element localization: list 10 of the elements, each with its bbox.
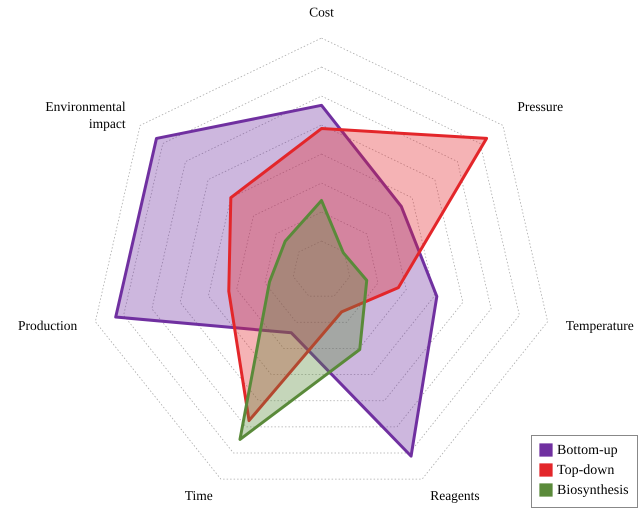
- legend-label: Biosynthesis: [557, 483, 629, 498]
- spoke-label: Environmental impact: [45, 98, 126, 131]
- spoke-label: Pressure: [517, 98, 564, 114]
- spoke-label: Cost: [309, 4, 334, 20]
- legend-label: Bottom-up: [557, 443, 618, 458]
- spoke-label: Temperature: [566, 318, 634, 333]
- spoke-label: Time: [184, 488, 213, 503]
- spoke-label: Reagents: [430, 488, 480, 503]
- legend-label: Top-down: [557, 463, 614, 478]
- spoke-label: Production: [18, 318, 78, 333]
